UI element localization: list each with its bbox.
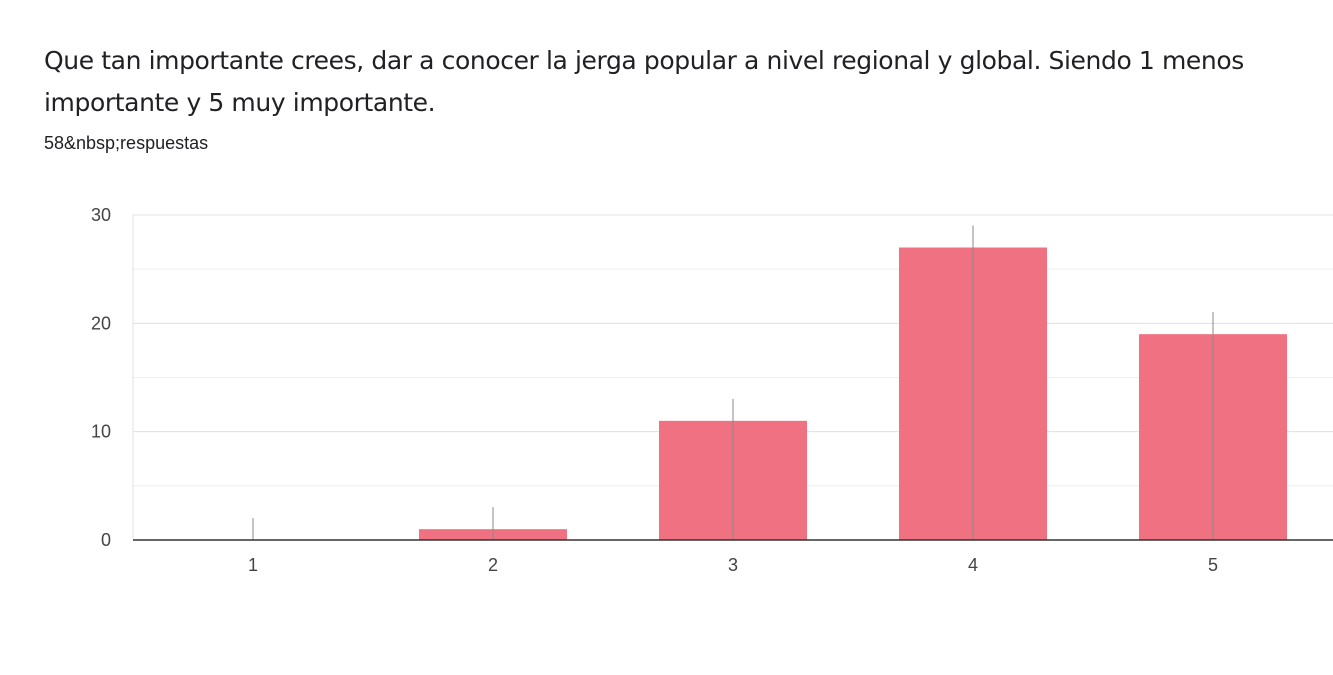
x-tick-label: 2 bbox=[488, 555, 498, 575]
y-tick-label: 10 bbox=[91, 422, 111, 442]
x-tick-label: 4 bbox=[968, 555, 978, 575]
question-title: Que tan importante crees, dar a conocer … bbox=[44, 46, 1244, 117]
x-tick-label: 5 bbox=[1208, 555, 1218, 575]
bars bbox=[252, 225, 1287, 540]
tick-labels: 0 10 20 30 1 2 3 4 5 bbox=[91, 205, 1218, 575]
y-tick-label: 30 bbox=[91, 205, 111, 225]
y-tick-label: 0 bbox=[101, 530, 111, 550]
x-tick-label: 1 bbox=[248, 555, 258, 575]
x-tick-label: 3 bbox=[728, 555, 738, 575]
y-tick-label: 20 bbox=[91, 313, 111, 333]
response-count: 58&nbsp;respuestas bbox=[44, 133, 209, 153]
